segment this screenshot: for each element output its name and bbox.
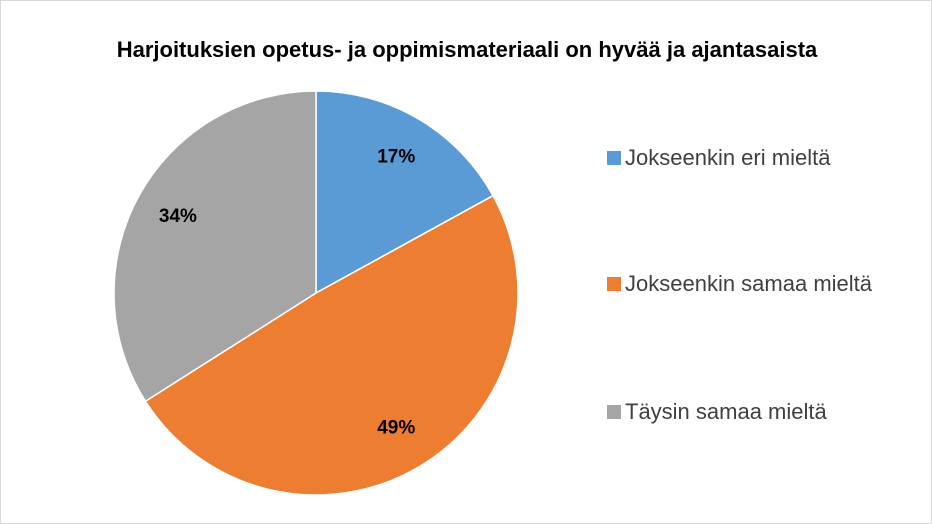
legend-swatch bbox=[607, 151, 621, 165]
legend-label: Jokseenkin eri mieltä bbox=[625, 145, 831, 170]
legend-label: Täysin samaa mieltä bbox=[625, 399, 827, 424]
chart-title: Harjoituksien opetus- ja oppimismateriaa… bbox=[117, 37, 818, 62]
legend-swatch bbox=[607, 277, 621, 291]
data-label: 49% bbox=[377, 418, 415, 439]
pie-slice bbox=[113, 90, 317, 403]
pie-slice bbox=[144, 194, 519, 496]
data-label: 34% bbox=[159, 206, 197, 227]
legend-label: Jokseenkin samaa mieltä bbox=[625, 271, 873, 296]
data-label: 17% bbox=[377, 146, 415, 167]
pie-slice bbox=[315, 90, 495, 295]
legend-swatch bbox=[607, 405, 621, 419]
legend-item: Jokseenkin samaa mieltä bbox=[607, 271, 915, 302]
legend-item: Jokseenkin eri mieltä bbox=[607, 145, 915, 176]
legend-item: Täysin samaa mieltä bbox=[607, 399, 915, 430]
